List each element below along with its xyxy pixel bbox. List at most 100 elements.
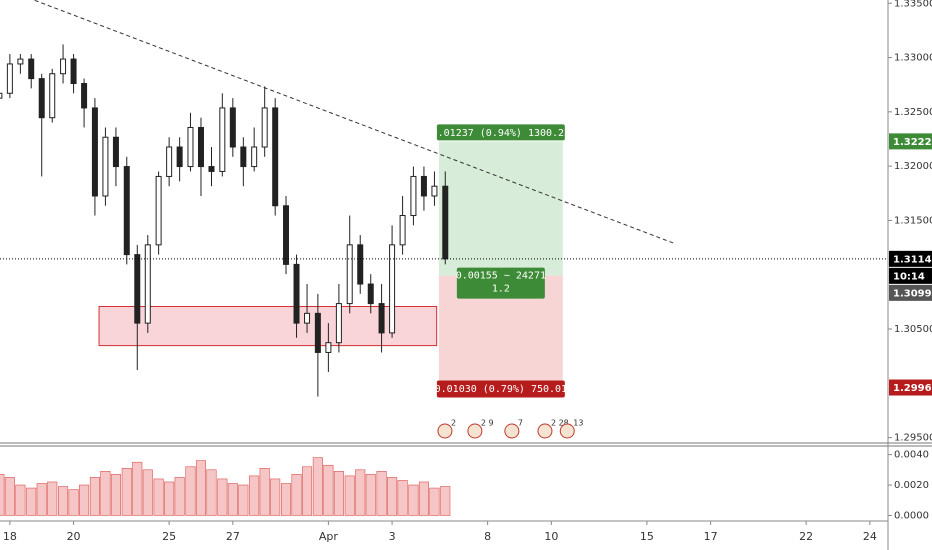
candle-body (357, 244, 364, 285)
histogram-bar (174, 477, 185, 516)
candle-body (325, 342, 332, 353)
event-count: 2 (451, 419, 456, 428)
event-icon (467, 423, 483, 439)
candle-body (240, 146, 247, 168)
histogram-bar (79, 484, 90, 516)
candle-body (17, 58, 24, 65)
y-tick-label: 1.32000 (894, 161, 932, 172)
candle-body (304, 312, 311, 324)
histogram-bar (15, 484, 26, 516)
target-label-bg (436, 124, 565, 141)
histogram-bar (185, 466, 196, 516)
candle-body (0, 92, 3, 99)
trendline (34, 0, 676, 245)
candle-body (197, 126, 204, 168)
histogram-bar (387, 477, 398, 516)
x-tick-label: 10 (544, 530, 558, 543)
histogram-bar (142, 469, 153, 516)
histogram-bar (26, 487, 37, 516)
histogram-bar (280, 483, 292, 516)
candle-body (70, 58, 77, 84)
histogram-bar (302, 466, 313, 516)
countdown-tag: 10:14 (893, 271, 925, 282)
histogram-bar (291, 474, 302, 516)
event-icon (504, 423, 520, 439)
candle-body (389, 244, 396, 334)
candle-body (176, 146, 183, 168)
price-tag-bg (889, 284, 932, 301)
entry-label: 0.00155 ~ 24271 (456, 271, 546, 282)
y-tick-label: 0.0020 (894, 480, 929, 491)
x-tick-label: 20 (67, 530, 81, 543)
histogram-bar (397, 480, 408, 516)
candle-body (420, 175, 427, 197)
histogram-bar (153, 478, 164, 516)
histogram-bar (89, 477, 100, 516)
candle-body (335, 303, 342, 344)
candle-body (229, 107, 236, 148)
candle-body (219, 107, 226, 172)
candle-body (102, 136, 109, 197)
candle-body (399, 215, 406, 246)
candle-body (442, 185, 449, 260)
histogram-bar (312, 457, 323, 516)
entry-label: 1.2 (492, 284, 510, 295)
histogram-bar (164, 481, 175, 516)
candle-body (283, 205, 290, 265)
candle-body (6, 63, 13, 94)
event-count: 2 28 (551, 419, 569, 428)
candle-body (208, 166, 215, 172)
x-tick-label: 25 (162, 530, 176, 543)
histogram-bar (47, 481, 58, 516)
event-icon (559, 423, 575, 439)
candle-body (28, 58, 35, 80)
x-tick-label: 18 (3, 530, 17, 543)
target-label: 0.01237 (0.94%) 1300.23 (432, 128, 570, 139)
histogram-bar (440, 486, 451, 516)
candle-body (144, 244, 151, 324)
candle-body (251, 146, 258, 168)
histogram-bar (4, 477, 15, 516)
histogram-bar (270, 478, 281, 516)
x-tick-label: Apr (319, 530, 339, 543)
histogram-bar (68, 489, 79, 516)
event-count: 13 (573, 419, 583, 428)
event-icon (537, 423, 553, 439)
profit-zone (438, 141, 563, 276)
price-tag: 1.29961 (893, 383, 932, 394)
histogram-bar (206, 469, 217, 516)
histogram-bar (344, 475, 355, 516)
y-tick-label: 1.33000 (894, 53, 932, 64)
candle-body (123, 166, 130, 256)
price-tag-bg (889, 379, 932, 396)
y-tick-label: 0.0040 (894, 450, 929, 461)
histogram-bar (121, 467, 132, 516)
entry-label-bg (456, 267, 545, 299)
histogram-bar (333, 471, 344, 516)
price-tag-bg (889, 133, 932, 150)
candle-body (155, 175, 162, 246)
histogram-bar (238, 484, 249, 516)
candle-body (410, 175, 417, 217)
y-tick-label: 1.31500 (894, 215, 932, 226)
x-tick-label: 3 (389, 530, 396, 543)
candle-body (367, 283, 374, 305)
histogram-bar (0, 474, 5, 516)
histogram-bar (355, 469, 366, 516)
candle-body (272, 107, 279, 207)
event-count: 2 9 (481, 419, 494, 428)
histogram-bar (249, 475, 260, 516)
histogram-bar (58, 486, 69, 516)
histogram-bar (36, 483, 47, 516)
last-price-tag-bg (889, 250, 932, 267)
histogram-bar (323, 464, 334, 516)
histogram-bar (376, 471, 387, 516)
candle-body (60, 58, 67, 75)
histogram-bar (217, 478, 228, 516)
candle-body (91, 107, 98, 197)
histogram-bar (259, 467, 270, 516)
event-count: 7 (518, 419, 523, 428)
x-tick-label: 27 (226, 530, 240, 543)
